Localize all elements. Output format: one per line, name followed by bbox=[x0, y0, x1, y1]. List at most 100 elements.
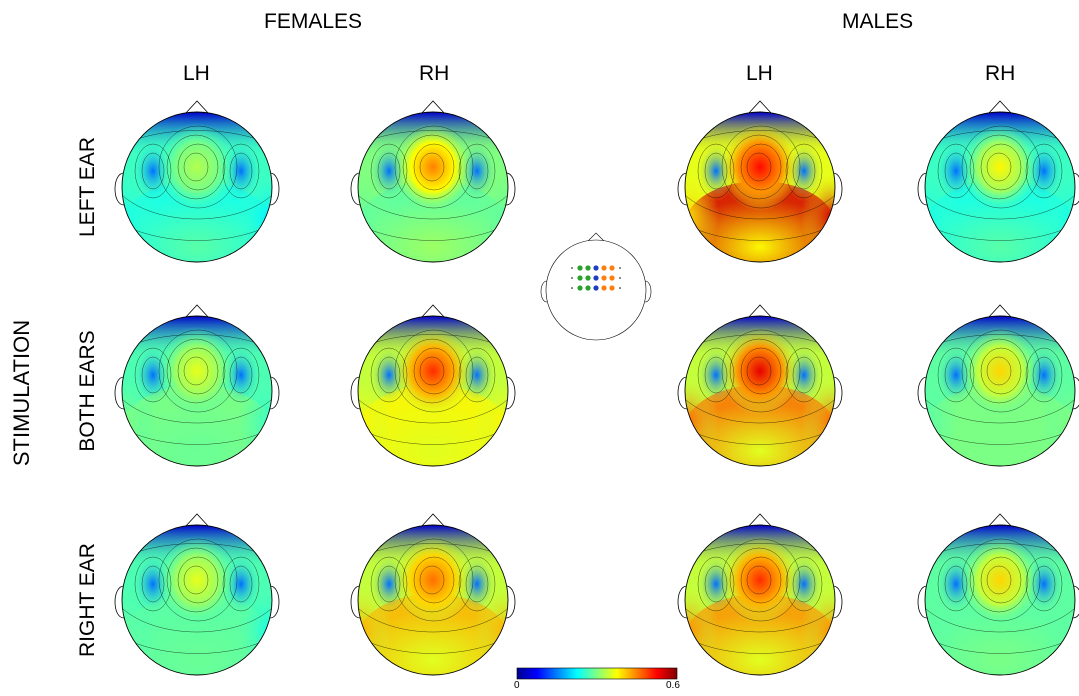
contour-lines bbox=[685, 125, 835, 241]
left-ear-outline bbox=[350, 376, 361, 410]
right-ear-outline bbox=[505, 585, 516, 619]
right-ear-outline bbox=[269, 376, 280, 410]
colorbar-max-label: 0.6 bbox=[666, 680, 680, 691]
female-lh-both-ears-topomap bbox=[114, 304, 280, 467]
male-rh-right-ear-topomap bbox=[917, 513, 1079, 676]
male-lh-label: LH bbox=[746, 62, 773, 85]
selected-electrode bbox=[593, 275, 599, 281]
right-ear-outline bbox=[505, 376, 516, 410]
right-ear-outline bbox=[832, 585, 843, 619]
head-outline bbox=[357, 524, 509, 676]
right-ear-outline bbox=[505, 172, 516, 206]
electrode-layout-legend bbox=[540, 232, 652, 341]
female-lh-right-ear-topomap bbox=[114, 513, 280, 676]
left-ear-outline bbox=[114, 585, 125, 619]
contour-lines bbox=[925, 125, 1075, 241]
selected-electrode bbox=[577, 285, 583, 291]
males-title: MALES bbox=[842, 10, 914, 33]
male-lh-left-ear-topomap bbox=[677, 100, 843, 263]
left-ear-outline bbox=[677, 376, 688, 410]
female-rh-label: RH bbox=[419, 62, 450, 85]
left-ear-outline bbox=[677, 585, 688, 619]
right-ear-outline bbox=[269, 585, 280, 619]
colorbar bbox=[516, 667, 678, 680]
head-outline bbox=[357, 315, 509, 467]
selected-electrode bbox=[601, 275, 607, 281]
electrode-dot bbox=[619, 287, 621, 289]
posterior-region bbox=[122, 385, 272, 466]
nose-outline bbox=[184, 304, 210, 319]
left-ear-outline bbox=[917, 172, 928, 206]
female-lh-label: LH bbox=[183, 62, 210, 85]
posterior-region bbox=[122, 594, 272, 675]
electrode-dot bbox=[571, 287, 573, 289]
male-lh-right-ear-topomap bbox=[677, 513, 843, 676]
legend-right-ear bbox=[644, 280, 652, 303]
right-ear-outline bbox=[269, 172, 280, 206]
posterior-region bbox=[358, 181, 508, 262]
electrode-dot bbox=[571, 277, 573, 279]
male-rh-both-ears-topomap bbox=[917, 304, 1079, 467]
head-outline bbox=[684, 315, 836, 467]
head-outline bbox=[684, 111, 836, 263]
contour-lines bbox=[685, 538, 835, 654]
nose-outline bbox=[420, 513, 446, 528]
female-rh-right-ear-topomap bbox=[350, 513, 516, 676]
contour-lines bbox=[925, 538, 1075, 654]
head-outline bbox=[924, 315, 1076, 467]
nose-outline bbox=[747, 100, 773, 115]
left-ear-outline bbox=[917, 585, 928, 619]
contour-lines bbox=[122, 538, 272, 654]
left-ear-outline bbox=[350, 172, 361, 206]
posterior-region bbox=[685, 385, 835, 466]
selected-electrode bbox=[609, 265, 615, 271]
selected-electrode bbox=[601, 265, 607, 271]
nose-outline bbox=[420, 100, 446, 115]
posterior-region bbox=[925, 594, 1075, 675]
posterior-region bbox=[358, 594, 508, 675]
head-outline bbox=[684, 524, 836, 676]
selected-electrode bbox=[577, 265, 583, 271]
selected-electrode bbox=[601, 285, 607, 291]
legend-nose bbox=[587, 232, 605, 242]
male-rh-left-ear-topomap bbox=[917, 100, 1079, 263]
posterior-region bbox=[925, 181, 1075, 262]
selected-electrode bbox=[593, 285, 599, 291]
posterior-region bbox=[685, 181, 835, 262]
selected-electrode bbox=[609, 285, 615, 291]
posterior-region bbox=[358, 385, 508, 466]
electrode-dot bbox=[571, 267, 573, 269]
right-ear-outline bbox=[832, 172, 843, 206]
contour-lines bbox=[685, 329, 835, 445]
nose-outline bbox=[747, 304, 773, 319]
selected-electrode bbox=[585, 265, 591, 271]
right-ear-outline bbox=[832, 376, 843, 410]
head-outline bbox=[924, 524, 1076, 676]
selected-electrode bbox=[609, 275, 615, 281]
left-ear-outline bbox=[114, 376, 125, 410]
contour-lines bbox=[925, 329, 1075, 445]
head-outline bbox=[121, 524, 273, 676]
left-ear-outline bbox=[677, 172, 688, 206]
females-title: FEMALES bbox=[264, 10, 363, 33]
contour-lines bbox=[358, 125, 508, 241]
nose-outline bbox=[987, 100, 1013, 115]
posterior-region bbox=[122, 181, 272, 262]
colorbar-min-label: 0 bbox=[514, 680, 520, 691]
nose-outline bbox=[420, 304, 446, 319]
electrode-dot bbox=[619, 267, 621, 269]
selected-electrode bbox=[585, 285, 591, 291]
male-lh-both-ears-topomap bbox=[677, 304, 843, 467]
nose-outline bbox=[987, 513, 1013, 528]
contour-lines bbox=[358, 538, 508, 654]
legend-left-ear bbox=[540, 280, 548, 303]
nose-outline bbox=[184, 100, 210, 115]
head-outline bbox=[357, 111, 509, 263]
female-rh-both-ears-topomap bbox=[350, 304, 516, 467]
head-outline bbox=[121, 315, 273, 467]
posterior-region bbox=[685, 594, 835, 675]
selected-electrode bbox=[585, 275, 591, 281]
nose-outline bbox=[184, 513, 210, 528]
electrode-dot bbox=[619, 277, 621, 279]
selected-electrode bbox=[593, 265, 599, 271]
